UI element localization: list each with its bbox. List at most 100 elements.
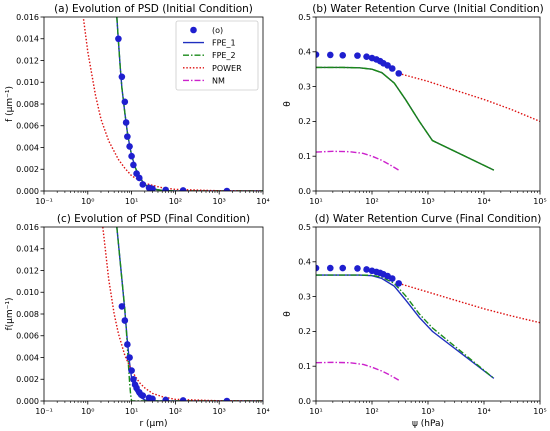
x-tick-label: 10¹ <box>309 407 322 416</box>
y-tick-label: 0.016 <box>16 223 39 232</box>
chart-title: (b) Water Retention Curve (Initial Condi… <box>312 3 544 15</box>
data-point <box>124 133 131 140</box>
legend: (o) FPE_1 FPE_2 POWER NM <box>175 20 259 91</box>
y-tick-label: 0.1 <box>298 362 311 371</box>
legend-marker <box>190 26 197 34</box>
x-tick-label: 10¹ <box>309 197 322 206</box>
chart-title: (c) Evolution of PSD (Final Condition) <box>57 213 250 225</box>
data-point <box>128 367 135 374</box>
y-tick-label: 0.014 <box>16 245 39 254</box>
x-tick-label: 10³ <box>421 197 434 206</box>
x-axis-label: r (μm) <box>139 419 167 429</box>
series-line-2 <box>82 19 263 191</box>
x-tick-label: 10⁻¹ <box>35 407 53 416</box>
series-line-2 <box>398 72 540 123</box>
y-axis-label: θ <box>283 101 293 107</box>
x-axis-label: ψ (hPa) <box>412 419 444 429</box>
chart-panel-1: 10¹ 10² 10³ 10⁴ 10⁵ 0.0 0.1 0.2 0.3 0.4 0.5(b) Wat… <box>283 3 547 206</box>
legend-label: FPE_2 <box>212 51 236 60</box>
data-point <box>223 397 231 401</box>
legend-label: POWER <box>212 64 242 73</box>
y-axis-label: f (μm⁻¹) <box>5 86 15 122</box>
series-line-2 <box>102 227 263 401</box>
data-point <box>395 70 403 77</box>
data-point <box>316 51 320 58</box>
x-tick-label: 10⁰ <box>81 407 94 416</box>
y-tick-label: 0.5 <box>298 223 311 232</box>
data-point <box>128 152 135 160</box>
data-point <box>339 264 347 272</box>
x-tick-label: 10⁻¹ <box>35 197 53 206</box>
x-tick-label: 10⁴ <box>477 407 490 416</box>
data-point <box>223 187 231 191</box>
y-axis-label: θ <box>283 311 293 317</box>
y-axis-label: f(μm⁻¹) <box>5 297 15 330</box>
series-line-3 <box>316 361 400 381</box>
y-tick-label: 0.002 <box>16 375 39 384</box>
x-tick-label: 10⁴ <box>256 197 269 206</box>
data-point <box>388 275 396 282</box>
y-tick-label: 0.014 <box>16 35 39 44</box>
y-tick-label: 0.008 <box>16 310 39 319</box>
data-point <box>327 264 334 272</box>
data-point <box>130 375 137 383</box>
series-line-2 <box>398 282 540 324</box>
plot-area <box>316 264 540 381</box>
y-tick-label: 0.0 <box>298 397 311 406</box>
data-point <box>115 35 122 43</box>
series-line-0 <box>116 227 263 401</box>
data-point <box>124 341 131 348</box>
data-point <box>354 52 361 59</box>
legend-label: FPE_1 <box>212 39 236 48</box>
y-tick-label: 0.3 <box>298 292 311 301</box>
data-point <box>121 98 129 106</box>
chart-title: (a) Evolution of PSD (Initial Condition) <box>54 3 253 15</box>
y-tick-label: 0.006 <box>16 332 39 341</box>
y-tick-label: 0.000 <box>16 187 39 196</box>
data-point <box>118 303 126 310</box>
axes-frame <box>315 226 541 402</box>
y-tick-label: 0.004 <box>16 353 39 362</box>
y-tick-label: 0.006 <box>16 122 39 131</box>
data-point <box>395 280 403 287</box>
y-tick-label: 0.2 <box>298 117 311 126</box>
x-tick-label: 10¹ <box>125 197 138 206</box>
x-tick-label: 10³ <box>213 197 226 206</box>
series-line-3 <box>316 150 400 171</box>
data-point <box>162 186 169 191</box>
x-tick-label: 10³ <box>421 407 434 416</box>
x-tick-label: 10⁴ <box>477 197 490 206</box>
x-tick-label: 10⁵ <box>533 197 546 206</box>
legend-label: NM <box>212 76 225 85</box>
x-tick-label: 10⁴ <box>256 407 269 416</box>
x-tick-label: 10⁰ <box>81 197 94 206</box>
data-point <box>384 62 391 69</box>
y-tick-label: 0.4 <box>298 258 311 267</box>
plot-area <box>102 227 263 401</box>
data-point <box>149 185 156 191</box>
data-point <box>179 397 187 401</box>
data-point <box>363 53 370 60</box>
data-point <box>149 395 156 401</box>
data-point <box>122 119 130 126</box>
y-tick-label: 0.016 <box>16 13 39 22</box>
y-tick-label: 0.002 <box>16 165 39 174</box>
axes-frame <box>315 16 541 192</box>
data-point <box>130 161 137 169</box>
x-tick-label: 10³ <box>213 407 226 416</box>
data-point <box>162 396 169 401</box>
x-tick-label: 10⁵ <box>533 407 546 416</box>
legend-box <box>175 20 259 91</box>
data-point <box>139 392 147 399</box>
data-point <box>339 51 347 59</box>
plot-area <box>316 51 540 171</box>
x-tick-label: 10¹ <box>125 407 138 416</box>
data-point <box>121 317 129 324</box>
y-tick-label: 0.4 <box>298 48 311 57</box>
data-point <box>327 51 334 59</box>
data-point <box>126 354 133 361</box>
y-tick-label: 0.3 <box>298 82 311 91</box>
x-tick-label: 10² <box>169 197 182 206</box>
data-point <box>388 65 396 72</box>
